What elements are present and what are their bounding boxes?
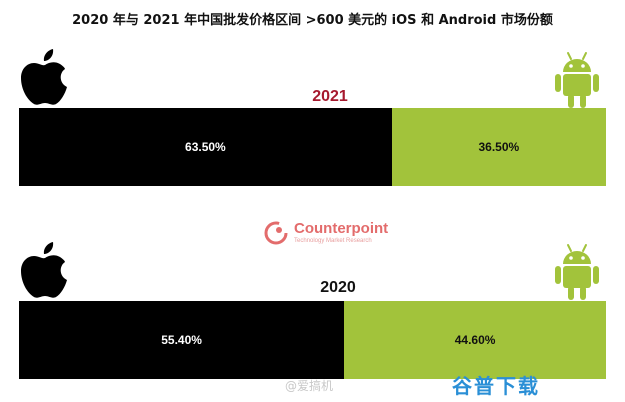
apple-logo-icon [21, 49, 67, 105]
data-label-2020-ios: 55.40% [161, 333, 202, 347]
android-robot-icon [555, 52, 599, 108]
bar-2020: 55.40% 44.60% [19, 301, 606, 379]
data-label-2021-android: 36.50% [478, 140, 520, 154]
year-label-2020: 2020 [320, 279, 356, 296]
chart-title: 2020 年与 2021 年中国批发价格区间 >600 美元的 iOS 和 An… [72, 13, 553, 28]
year-label-2021: 2021 [312, 88, 348, 105]
data-label-2021-ios: 63.50% [185, 140, 226, 154]
android-robot-icon [555, 244, 599, 300]
counterpoint-tagline: Technology Market Research [294, 238, 372, 244]
apple-logo-icon [21, 242, 67, 298]
bar-2020-android: 44.60% [344, 301, 606, 379]
site-watermark: 谷普下载 [452, 374, 540, 398]
bar-2020-ios: 55.40% [19, 301, 345, 379]
bar-2021-ios: 63.50% [19, 108, 392, 186]
counterpoint-brand: Counterpoint Technology Market Research [262, 219, 432, 247]
bar-2021: 63.50% 36.50% [19, 108, 606, 186]
bar-2021-android: 36.50% [391, 108, 606, 186]
data-label-2020-android: 44.60% [454, 333, 496, 347]
counterpoint-logo-icon [264, 221, 288, 245]
weibo-watermark: @爱搞机 [285, 379, 334, 393]
counterpoint-name: Counterpoint [294, 220, 389, 237]
